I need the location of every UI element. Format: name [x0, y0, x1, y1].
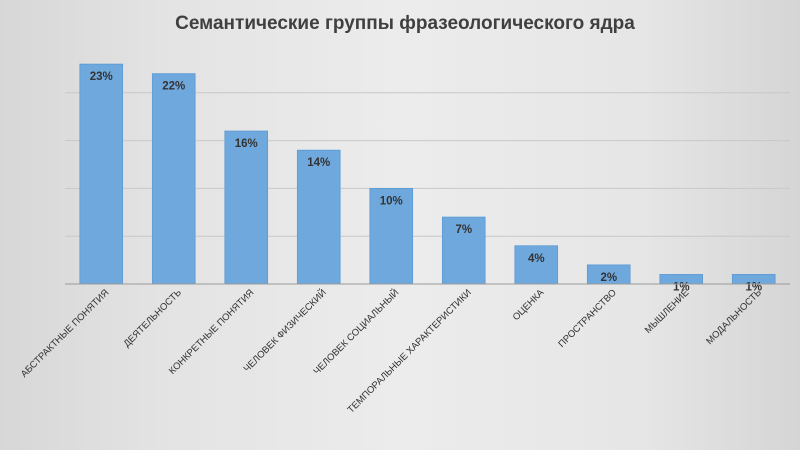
- data-label: 16%: [235, 138, 258, 150]
- category-labels: АБСТРАКТНЫЕ ПОНЯТИЯ ДЕЯТЕЛЬНОСТЬКОНКРЕТНЫ…: [19, 287, 764, 416]
- category-label: ОЦЕНКА: [511, 287, 547, 323]
- data-labels: 23%22%16%14%10%7%4%2%1% 1%: [90, 71, 762, 293]
- data-label: 7%: [455, 224, 472, 236]
- data-label: 22%: [162, 81, 185, 93]
- bar: [151, 73, 196, 285]
- bar: [224, 130, 269, 285]
- category-label: МОДАЛЬНОСТЬ: [704, 287, 764, 347]
- data-label: 14%: [307, 157, 330, 169]
- category-label: ЧЕЛОВЕК ФИЗИЧЕСКИЙ: [241, 287, 329, 375]
- category-label: АБСТРАКТНЫЕ ПОНЯТИЯ: [19, 287, 112, 380]
- category-label: ЧЕЛОВЕК СОЦИАЛЬНЫЙ: [311, 287, 402, 378]
- category-label: ДЕЯТЕЛЬНОСТЬ: [122, 287, 184, 349]
- category-label: ПРОСТРАНСТВО: [556, 287, 618, 349]
- category-label: ТЕМПОРАЛЬНЫЕ ХАРАКТЕРИСТИКИ: [346, 287, 474, 415]
- bar: [514, 245, 559, 285]
- bar: [369, 187, 414, 285]
- category-label: КОНКРЕТНЫЕ ПОНЯТИЯ: [167, 287, 256, 376]
- bar: [79, 63, 124, 285]
- data-label: 23%: [90, 71, 113, 83]
- bar: [296, 149, 341, 285]
- data-label: 10%: [380, 195, 403, 207]
- chart-title: Семантические группы фразеологического я…: [175, 13, 635, 34]
- category-label: МЫШЛЕНИЕ: [643, 287, 692, 336]
- data-label: 4%: [528, 253, 545, 265]
- bars: [79, 63, 776, 285]
- data-label: 2%: [600, 272, 617, 284]
